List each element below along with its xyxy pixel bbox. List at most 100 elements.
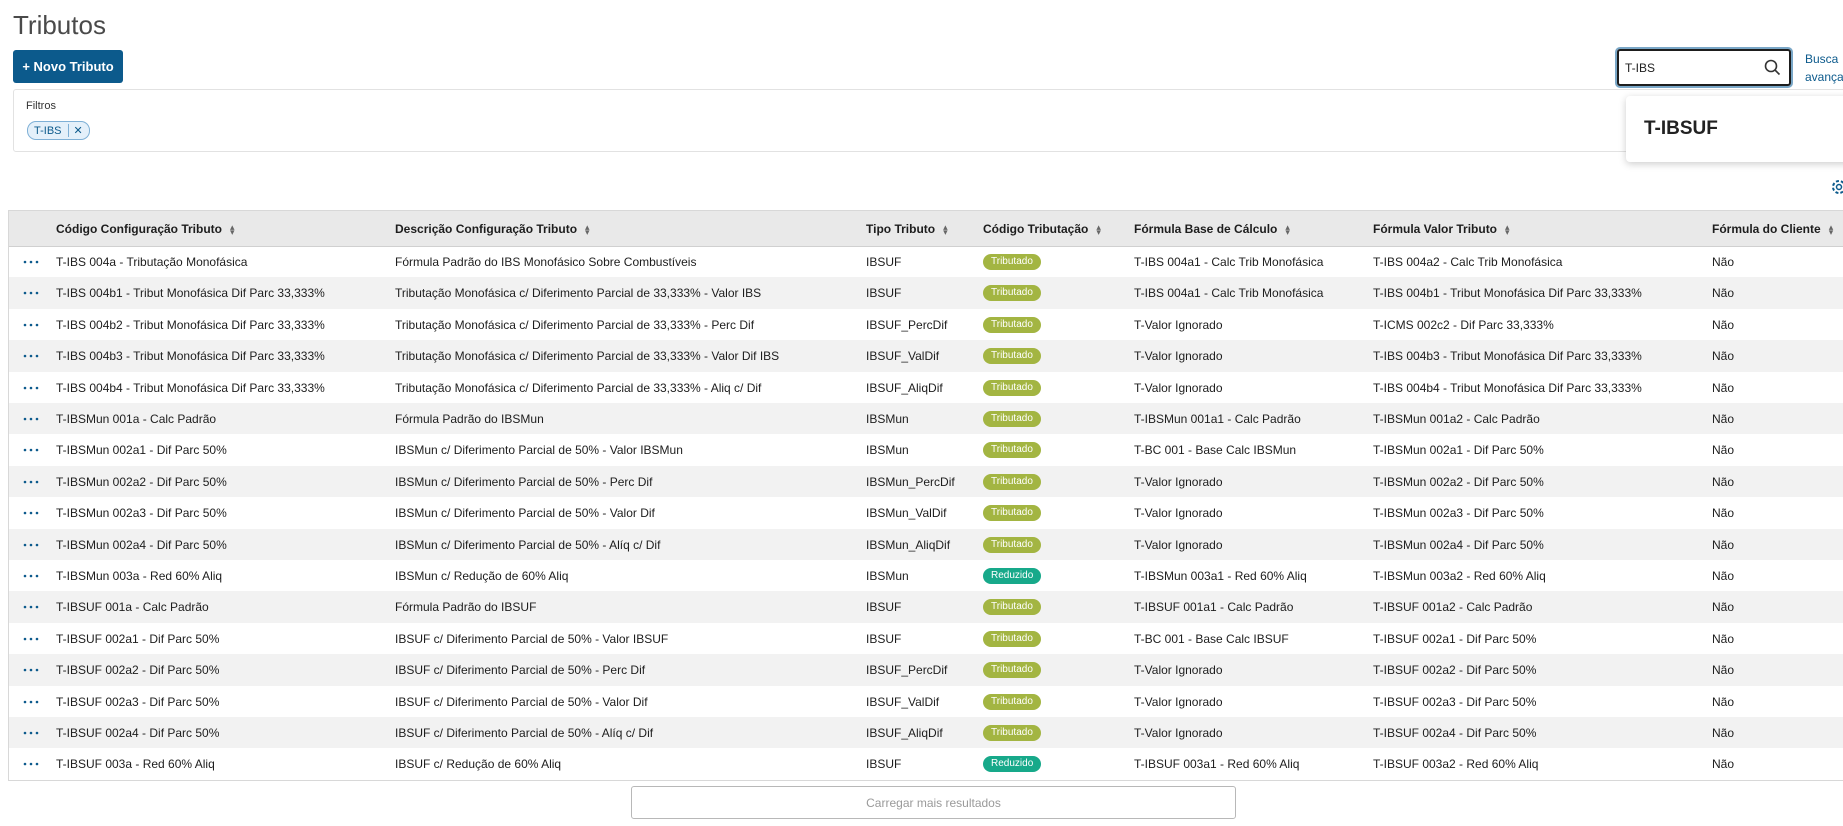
table-cell: T-IBS 004b2 - Tribut Monofásica Dif Parc… <box>56 317 325 332</box>
table-cell: T-IBSMun 002a3 - Dif Parc 50% <box>56 506 227 521</box>
table-cell: T-IBSMun 003a - Red 60% Aliq <box>56 569 223 583</box>
row-actions[interactable] <box>23 543 39 547</box>
column-header[interactable]: Código Tributação ▴ ▾ <box>983 222 1101 236</box>
table-row: T-IBSMun 001a - Calc Padrão Fórmula Padrã… <box>9 403 1843 435</box>
row-actions[interactable] <box>23 417 39 421</box>
sort-icon[interactable]: ▴ ▾ <box>1285 221 1290 237</box>
row-actions[interactable] <box>23 291 39 295</box>
table-cell: Fórmula Padrão do IBSMun <box>395 412 544 426</box>
load-more-button[interactable]: Carregar mais resultados <box>631 786 1236 819</box>
row-actions[interactable] <box>23 605 39 609</box>
status-badge: Tributado <box>983 725 1041 741</box>
table-cell: Não <box>1712 443 1735 458</box>
row-actions[interactable] <box>23 700 39 704</box>
search-icon[interactable] <box>1764 59 1781 76</box>
status-badge: Tributado <box>983 536 1041 553</box>
page-title: Tributos <box>13 10 106 40</box>
status-badge: Reduzido <box>983 568 1042 584</box>
table-cell: Não <box>1712 631 1735 646</box>
status-badge: Tributado <box>983 505 1041 522</box>
row-actions[interactable] <box>23 511 39 515</box>
table-cell: T-IBSUF 001a1 - Calc Padrão <box>1134 600 1294 615</box>
sort-icon[interactable]: ▴ ▾ <box>943 221 948 237</box>
table-row: T-IBSMun 002a3 - Dif Parc 50% IBSMun c/ D… <box>9 497 1843 528</box>
column-header[interactable]: Fórmula Base de Cálculo ▴ ▾ <box>1134 222 1290 236</box>
table-cell: T-Valor Ignorado <box>1134 506 1223 521</box>
row-actions[interactable] <box>23 354 39 358</box>
table-cell: IBSMun c/ Diferimento Parcial de 50% - V… <box>395 506 655 521</box>
advanced-search-link[interactable]: Busca avançada <box>1805 50 1843 86</box>
column-header[interactable]: Fórmula Valor Tributo ▴ ▾ <box>1373 222 1510 236</box>
table-cell: T-IBSUF 002a1 - Dif Parc 50% <box>56 631 220 646</box>
table-cell: T-ICMS 002c2 - Dif Parc 33,333% <box>1373 317 1554 332</box>
suggestion-dropdown: T-IBSUF <box>1626 96 1843 162</box>
column-header[interactable]: Código Configuração Tributo ▴ ▾ <box>56 222 235 236</box>
chip-text: T-IBS <box>34 124 62 137</box>
settings-icon[interactable] <box>1830 179 1843 195</box>
row-actions[interactable] <box>23 260 39 264</box>
row-actions[interactable] <box>23 480 39 484</box>
table-cell: T-IBSUF 003a - Red 60% Aliq <box>56 757 215 772</box>
table-cell: IBSUF <box>866 600 902 615</box>
filters-panel: Filtros T-IBS ✕ <box>13 89 1843 152</box>
table-cell: T-IBSMun 003a1 - Red 60% Aliq <box>1134 569 1307 583</box>
table-cell: IBSUF_ValDif <box>866 349 940 364</box>
table-cell: T-Valor Ignorado <box>1134 537 1223 552</box>
table-cell: Não <box>1712 663 1735 678</box>
table-row: T-IBSMun 002a2 - Dif Parc 50% IBSMun c/ D… <box>9 465 1843 498</box>
sort-icon[interactable]: ▴ ▾ <box>585 221 590 237</box>
table-cell: Não <box>1712 474 1735 489</box>
table-cell: T-IBSUF 002a4 - Dif Parc 50% <box>1373 726 1537 740</box>
table-cell: T-IBS 004a2 - Calc Trib Monofásica <box>1373 255 1563 269</box>
status-badge: Tributado <box>983 630 1041 647</box>
table-row: T-IBSUF 002a1 - Dif Parc 50% IBSUF c/ Dif… <box>9 623 1843 654</box>
table-row: T-IBSMun 002a4 - Dif Parc 50% IBSMun c/ D… <box>9 528 1843 560</box>
table-cell: T-IBS 004a1 - Calc Trib Monofásica <box>1134 255 1324 269</box>
column-title: Fórmula Base de Cálculo <box>1134 222 1278 236</box>
row-actions[interactable] <box>23 762 39 766</box>
table-cell: T-IBS 004a - Tributação Monofásica <box>56 255 248 269</box>
status-badge: Tributado <box>983 473 1041 490</box>
table-cell: IBSMun c/ Diferimento Parcial de 50% - V… <box>395 443 683 458</box>
row-actions[interactable] <box>23 448 39 452</box>
table-cell: IBSUF <box>866 757 902 772</box>
row-actions[interactable] <box>23 386 39 390</box>
table-cell: T-IBSMun 002a3 - Dif Parc 50% <box>1373 506 1544 521</box>
suggestion-item[interactable]: T-IBSUF <box>1644 118 1718 139</box>
table-cell: IBSMun_AliqDif <box>866 537 951 552</box>
column-header[interactable]: Fórmula do Cliente ▴ ▾ <box>1712 222 1833 236</box>
table-cell: IBSMun <box>866 412 909 426</box>
table-cell: T-IBSMun 001a1 - Calc Padrão <box>1134 412 1301 426</box>
status-badge: Tributado <box>983 693 1041 710</box>
table-cell: Não <box>1712 349 1735 364</box>
row-actions[interactable] <box>23 668 39 672</box>
search-box[interactable]: T-IBS <box>1617 49 1791 86</box>
chip-remove[interactable]: ✕ <box>67 124 83 137</box>
sort-icon[interactable]: ▴ ▾ <box>1096 221 1101 237</box>
advanced-search-text[interactable]: Busca avançada <box>1805 52 1843 84</box>
row-actions[interactable] <box>23 731 39 735</box>
table-cell: T-IBSUF 003a2 - Red 60% Aliq <box>1373 757 1539 772</box>
row-actions[interactable] <box>23 574 39 578</box>
row-actions[interactable] <box>23 637 39 641</box>
sort-icon[interactable]: ▴ ▾ <box>1828 221 1834 237</box>
table-cell: Não <box>1712 286 1735 301</box>
status-badge: Tributado <box>983 599 1041 616</box>
table-cell: IBSUF_AliqDif <box>866 726 943 740</box>
column-header[interactable]: Descrição Configuração Tributo ▴ ▾ <box>395 222 590 236</box>
table-cell: T-IBSUF 002a2 - Dif Parc 50% <box>1373 663 1537 678</box>
status-badge: Tributado <box>983 442 1041 459</box>
new-button[interactable]: + Novo Tributo <box>13 50 123 83</box>
column-title: Fórmula Valor Tributo <box>1373 222 1498 236</box>
column-header[interactable]: Tipo Tributo ▴ ▾ <box>866 222 948 236</box>
table-row: T-IBSUF 001a - Calc Padrão Fórmula Padrão… <box>9 591 1843 623</box>
row-actions[interactable] <box>23 323 39 327</box>
table-cell: Não <box>1712 380 1735 395</box>
table-row: T-IBSUF 003a - Red 60% Aliq IBSUF c/ Redu… <box>9 748 1843 779</box>
table-cell: Não <box>1712 506 1735 521</box>
filter-chip[interactable]: T-IBS ✕ <box>27 121 90 140</box>
sort-icon[interactable]: ▴ ▾ <box>229 221 235 237</box>
table-cell: T-IBSMun 002a2 - Dif Parc 50% <box>56 474 227 489</box>
sort-icon[interactable]: ▴ ▾ <box>1505 221 1510 237</box>
table-row: T-IBSMun 003a - Red 60% Aliq IBSMun c/ Re… <box>9 560 1843 591</box>
